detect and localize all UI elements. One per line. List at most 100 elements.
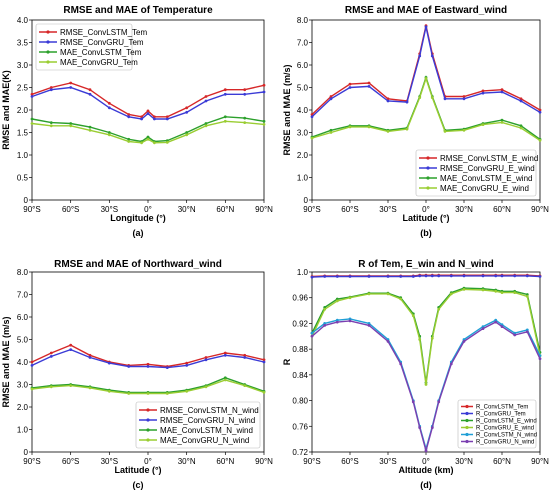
data-point — [418, 426, 422, 429]
data-point — [88, 125, 92, 129]
data-point — [430, 336, 434, 340]
legend-marker — [465, 439, 469, 444]
legend-marker — [465, 432, 469, 437]
x-tick-label: 90°N — [531, 457, 549, 466]
chart-title: R of Tem, E_win and N_wind — [358, 259, 493, 270]
legend-entry: R_ConvLSTM_E_wind — [476, 419, 537, 425]
data-point — [204, 122, 208, 125]
data-point — [519, 99, 523, 103]
data-point — [481, 325, 485, 328]
y-tick-label: 8.0 — [17, 268, 29, 277]
data-point — [538, 275, 542, 278]
data-point — [243, 353, 247, 357]
data-point — [348, 86, 352, 89]
data-point — [329, 131, 333, 134]
chart-panel-3: R of Tem, E_win and N_wind 0.72 0.76 0.80 0.… — [282, 259, 549, 490]
data-point — [185, 110, 189, 114]
data-point — [262, 391, 266, 394]
legend-entry: RMSE_ConvGRU_Tem — [60, 38, 144, 47]
data-point — [185, 361, 189, 365]
data-point — [323, 322, 327, 325]
data-point — [88, 92, 92, 96]
data-point — [335, 299, 339, 303]
x-tick-label: 30°N — [178, 205, 196, 214]
data-point — [223, 376, 227, 380]
data-point — [69, 343, 73, 347]
y-tick-label: 0 — [24, 448, 29, 457]
data-point — [185, 133, 189, 137]
data-point — [146, 392, 150, 395]
data-point — [262, 90, 266, 94]
data-point — [386, 130, 390, 133]
legend-marker — [426, 176, 430, 180]
data-point — [262, 358, 266, 362]
y-axis-label: R — [282, 358, 292, 365]
x-tick-label: 60°N — [493, 205, 511, 214]
data-point — [405, 100, 409, 104]
legend-marker — [465, 404, 469, 409]
x-tick-label: 90°N — [255, 205, 273, 214]
chart-title: RMSE and MAE of Northward_wind — [54, 259, 222, 270]
y-tick-label: 5.0 — [17, 336, 29, 345]
data-point — [127, 392, 131, 395]
series-line-2 — [31, 377, 265, 394]
data-point — [437, 307, 441, 311]
legend-box — [35, 23, 133, 71]
x-tick-label: 60°S — [62, 205, 79, 214]
data-point — [418, 96, 422, 99]
data-point — [140, 117, 144, 121]
data-point — [165, 366, 169, 369]
data-point — [525, 295, 529, 298]
y-tick-label: 0 — [304, 196, 309, 205]
legend-marker — [146, 438, 150, 442]
series-line-3 — [311, 76, 541, 141]
y-tick-label: 0.72 — [292, 448, 308, 457]
data-point — [399, 362, 403, 366]
legend-entry: MAE_ConvGRU_Tem — [60, 58, 138, 67]
legend-marker — [46, 30, 50, 34]
data-point — [424, 383, 428, 386]
data-point — [462, 288, 466, 291]
series-line-1 — [311, 26, 541, 118]
data-point — [223, 351, 227, 355]
legend: RMSE_ConvLSTM_TemRMSE_ConvGRU_TemMAE_Con… — [35, 23, 147, 71]
data-point — [69, 81, 73, 85]
x-tick-label: 60°N — [216, 205, 234, 214]
data-point — [262, 119, 266, 123]
data-point — [323, 307, 327, 311]
y-axis-label: RMSE and MAE(K) — [1, 70, 11, 150]
data-point — [165, 115, 169, 119]
y-tick-label: 3.5 — [17, 39, 29, 48]
data-point — [69, 348, 73, 351]
data-point — [424, 449, 428, 453]
data-point — [140, 141, 144, 145]
data-point — [494, 289, 498, 293]
data-point — [329, 128, 333, 132]
legend-entry: R_ConvGRU_Tem — [476, 412, 526, 418]
data-point — [462, 128, 466, 132]
data-point — [430, 426, 434, 429]
data-point — [165, 392, 169, 395]
y-tick-label: 1.0 — [297, 174, 309, 183]
data-point — [367, 292, 371, 296]
data-point — [146, 137, 150, 141]
y-tick-label: 3.0 — [17, 61, 29, 70]
data-point — [418, 54, 422, 58]
y-axis-label: RMSE and MAE (m/s) — [1, 316, 11, 407]
data-point — [30, 122, 34, 125]
data-point — [146, 365, 150, 368]
data-point — [348, 275, 352, 278]
data-point — [481, 288, 485, 292]
data-point — [481, 274, 485, 278]
data-point — [513, 291, 517, 294]
y-tick-label: 1.0 — [17, 151, 29, 160]
data-point — [30, 92, 34, 96]
data-point — [185, 106, 189, 110]
data-point — [462, 95, 466, 98]
data-point — [367, 275, 371, 278]
data-point — [424, 274, 428, 278]
panel-label: (c) — [133, 480, 144, 490]
x-tick-label: 30°S — [101, 205, 118, 214]
data-point — [500, 90, 504, 94]
